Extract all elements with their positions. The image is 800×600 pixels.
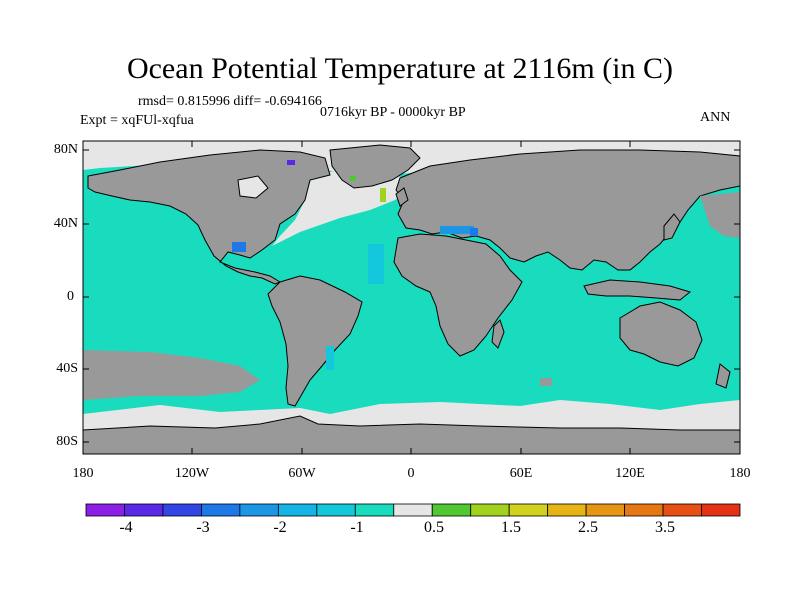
- x-tick-0: 0: [407, 466, 415, 481]
- colorbar-label: -3: [196, 519, 210, 536]
- map-title: Ocean Potential Temperature at 2116m (in…: [126, 52, 674, 85]
- maritime-continent-landmass: [583, 279, 692, 301]
- colorbar-bin: [162, 503, 202, 517]
- weddell-anomaly: [326, 346, 334, 370]
- new-zealand-landmass: [715, 363, 731, 389]
- colorbar-bin: [431, 503, 472, 517]
- north-america-landmass: [87, 149, 331, 285]
- colorbar-bin: [239, 503, 279, 517]
- arctic-purple-anomaly: [287, 160, 295, 165]
- colorbar-bin: [393, 503, 433, 517]
- colorbar-bin: [547, 503, 587, 517]
- mid-atlantic-anomaly: [368, 244, 384, 284]
- red-sea-anomaly: [470, 228, 478, 236]
- colorbar-bin: [662, 503, 702, 517]
- japan-landmass: [663, 213, 681, 241]
- britain-landmass: [395, 187, 409, 207]
- y-tick-0: 0: [67, 289, 74, 304]
- x-tick-180-left: 180: [72, 466, 94, 481]
- greenland-green-anomaly: [350, 176, 356, 181]
- colorbar-label: -1: [350, 519, 364, 536]
- colorbar-bin: [201, 503, 241, 517]
- north-atlantic-near-zero-zone: [272, 170, 410, 246]
- x-tick-60e: 60E: [509, 466, 533, 481]
- y-axis-ticks: [83, 149, 740, 443]
- colorbar-bin: [470, 503, 510, 517]
- colorbar-bin: [585, 503, 625, 517]
- x-axis-ticks: [191, 141, 631, 454]
- madagascar-landmass: [491, 319, 505, 349]
- colorbar-label: -2: [273, 519, 287, 536]
- colorbar-bin: [316, 503, 356, 517]
- y-tick-80s: 80S: [56, 434, 78, 449]
- eurasia-landmass: [395, 149, 741, 271]
- colorbar: [85, 503, 741, 517]
- x-tick-60w: 60W: [288, 466, 316, 481]
- colorbar-label: 1.5: [501, 519, 521, 536]
- colorbar-bin: [277, 503, 318, 517]
- north-pacific-grey-patch: [700, 192, 740, 238]
- colorbar-bin: [701, 503, 741, 517]
- time-period-label: 0716kyr BP - 0000kyr BP: [320, 105, 466, 120]
- x-tick-120e: 120E: [615, 466, 645, 481]
- norwegian-sea-green-anomaly: [380, 188, 386, 202]
- colorbar-label: 3.5: [655, 519, 675, 536]
- hudson-bay: [237, 175, 269, 199]
- experiment-label: Expt = xqFUl-xqfua: [80, 113, 194, 128]
- colorbar-bin: [354, 503, 395, 517]
- y-tick-40s: 40S: [56, 361, 78, 376]
- colorbar-bin: [85, 503, 125, 517]
- world-map-plot: [82, 140, 741, 455]
- colorbar-bin: [508, 503, 549, 517]
- colorbar-bin: [624, 503, 664, 517]
- africa-landmass: [393, 233, 523, 357]
- south-indian-grey-spot: [540, 378, 552, 386]
- rmsd-diff-stats: rmsd= 0.815996 diff= -0.694166: [138, 94, 322, 109]
- season-label: ANN: [700, 110, 731, 125]
- x-tick-180-right: 180: [729, 466, 751, 481]
- east-pacific-grey-patch: [83, 350, 260, 400]
- mediterranean-anomaly: [440, 226, 474, 234]
- y-tick-80n: 80N: [53, 142, 78, 157]
- colorbar-bin: [124, 503, 164, 517]
- y-tick-40n: 40N: [53, 216, 78, 231]
- gulf-of-mexico-anomaly: [232, 242, 246, 252]
- x-tick-120w: 120W: [174, 466, 210, 481]
- australia-landmass: [619, 301, 703, 367]
- colorbar-label: 0.5: [424, 519, 444, 536]
- colorbar-label: -4: [119, 519, 133, 536]
- south-america-landmass: [267, 275, 363, 407]
- colorbar-label: 2.5: [578, 519, 598, 536]
